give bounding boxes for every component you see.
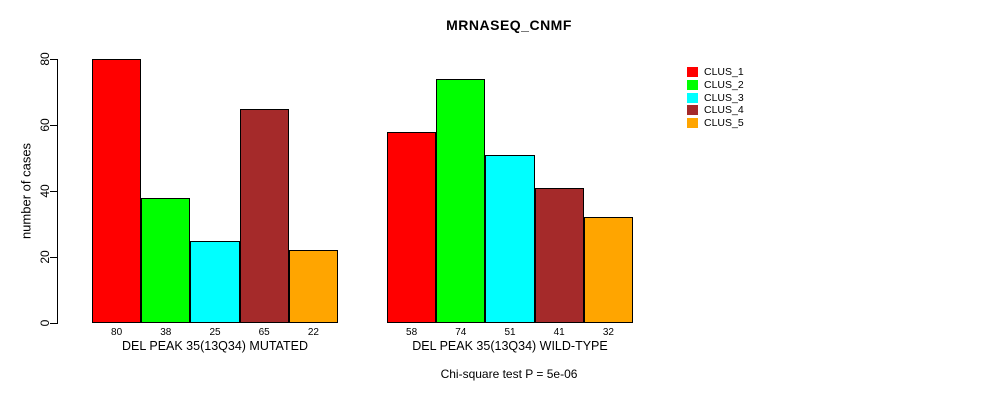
y-axis-label: number of cases [18, 142, 34, 240]
y-tick [50, 323, 57, 324]
legend-row: CLUS_1 [687, 66, 744, 79]
bar-value-label: 80 [111, 327, 123, 338]
legend-row: CLUS_3 [687, 91, 744, 104]
bar-value-label: 25 [209, 327, 221, 338]
bar-clus_4 [239, 108, 289, 323]
y-tick [50, 125, 57, 126]
bar-value-label: 22 [307, 327, 319, 338]
legend-swatch-icon [687, 92, 698, 103]
bar-value-label: 51 [504, 327, 516, 338]
chart-title: MRNASEQ_CNMF [446, 17, 572, 33]
bar-clus_2 [436, 78, 486, 323]
bar-clus_5 [583, 217, 633, 323]
bar-value-label: 41 [553, 327, 565, 338]
bar-clus_1 [387, 131, 437, 323]
bar-value-label: 58 [406, 327, 418, 338]
legend-row: CLUS_2 [687, 79, 744, 92]
bar-clus_3 [190, 240, 240, 323]
legend-label: CLUS_5 [704, 117, 744, 130]
y-tick [50, 59, 57, 60]
legend-label: CLUS_3 [704, 91, 744, 104]
y-tick-label: 80 [38, 52, 52, 66]
bar-value-label: 65 [258, 327, 270, 338]
legend-label: CLUS_2 [704, 79, 744, 92]
y-axis-line [57, 59, 58, 324]
y-tick-label: 20 [38, 250, 52, 264]
legend-swatch-icon [687, 80, 698, 91]
y-tick-label: 60 [38, 118, 52, 132]
y-tick [50, 191, 57, 192]
legend: CLUS_1 CLUS_2 CLUS_3 CLUS_4 CLUS_5 [687, 66, 744, 129]
legend-row: CLUS_4 [687, 104, 744, 117]
legend-swatch-icon [687, 118, 698, 129]
bar-value-label: 32 [602, 327, 614, 338]
chi-square-annotation: Chi-square test P = 5e-06 [440, 367, 578, 381]
bar-clus_3 [485, 154, 535, 323]
legend-row: CLUS_5 [687, 117, 744, 130]
legend-label: CLUS_1 [704, 66, 744, 79]
y-tick-label: 0 [38, 319, 52, 327]
bar-clus_2 [141, 197, 191, 323]
group-label: DEL PEAK 35(13Q34) MUTATED [122, 339, 308, 353]
y-tick [50, 257, 57, 258]
bar-clus_4 [534, 187, 584, 323]
bar-clus_5 [288, 250, 338, 323]
group-label: DEL PEAK 35(13Q34) WILD-TYPE [412, 339, 608, 353]
legend-swatch-icon [687, 67, 698, 78]
legend-label: CLUS_4 [704, 104, 744, 117]
bar-value-label: 38 [160, 327, 172, 338]
y-tick-label: 40 [38, 184, 52, 198]
bar-clus_1 [92, 59, 142, 323]
legend-swatch-icon [687, 105, 698, 116]
bar-value-label: 74 [455, 327, 467, 338]
